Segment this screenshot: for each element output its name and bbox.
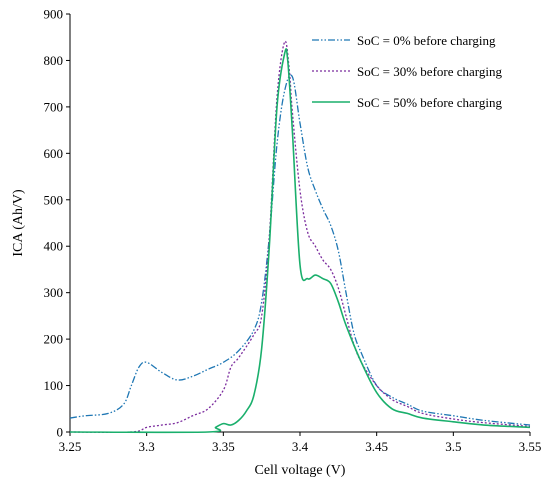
series-line-soc-0 — [69, 74, 531, 426]
y-tick-label: 100 — [44, 378, 64, 393]
x-tick-label: 3.55 — [519, 439, 542, 454]
series-layer — [69, 40, 531, 434]
x-tick-label: 3.5 — [445, 439, 461, 454]
y-tick-label: 200 — [44, 332, 64, 347]
y-tick-label: 0 — [57, 425, 64, 440]
x-tick-label: 3.25 — [59, 439, 82, 454]
x-tick-label: 3.45 — [365, 439, 388, 454]
series-line-soc-30 — [69, 40, 531, 433]
series-line-soc-50 — [69, 48, 531, 434]
y-tick-label: 300 — [44, 285, 64, 300]
x-tick-label: 3.3 — [139, 439, 155, 454]
y-tick-label: 500 — [44, 192, 64, 207]
x-tick-label: 3.35 — [212, 439, 235, 454]
y-tick-label: 900 — [44, 7, 64, 22]
y-tick-label: 400 — [44, 239, 64, 254]
y-axis-label: ICA (Ah/V) — [11, 189, 26, 257]
y-tick-label: 700 — [44, 99, 64, 114]
x-ticks: 3.25 3.3 3.35 3.4 3.45 3.5 3.55 — [59, 432, 542, 454]
legend-entry-soc-0: SoC = 0% before charging — [312, 33, 496, 48]
x-tick-label: 3.4 — [292, 439, 309, 454]
y-tick-label: 800 — [44, 53, 64, 68]
y-tick-label: 600 — [44, 146, 64, 161]
legend-label-soc-30: SoC = 30% before charging — [357, 64, 503, 79]
y-ticks: 0 100 200 300 400 500 600 700 800 900 — [44, 7, 70, 440]
x-axis-label: Cell voltage (V) — [255, 463, 346, 478]
legend-label-soc-0: SoC = 0% before charging — [357, 33, 496, 48]
legend-label-soc-50: SoC = 50% before charging — [357, 95, 503, 110]
legend: SoC = 0% before charging SoC = 30% befor… — [312, 33, 503, 110]
legend-entry-soc-30: SoC = 30% before charging — [312, 64, 503, 79]
legend-entry-soc-50: SoC = 50% before charging — [312, 95, 503, 110]
